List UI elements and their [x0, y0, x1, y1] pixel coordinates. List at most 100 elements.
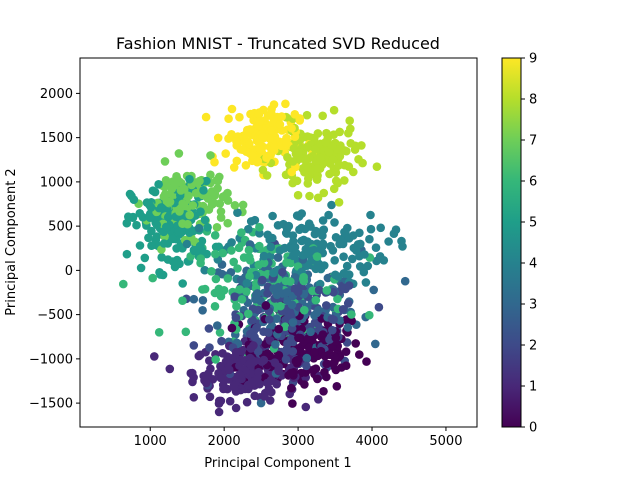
data-point-class-6	[223, 274, 233, 283]
data-point-class-6	[237, 228, 246, 237]
data-point-class-9	[295, 116, 305, 125]
y-tick-label: 2000	[40, 87, 73, 102]
data-point-class-6	[218, 248, 228, 258]
data-point-class-2	[253, 346, 263, 356]
data-point-class-6	[148, 273, 157, 283]
data-point-class-5	[195, 241, 205, 251]
data-point-class-8	[258, 165, 268, 175]
data-point-class-5	[145, 200, 154, 210]
data-point-class-2	[329, 287, 338, 297]
data-point-class-9	[275, 120, 285, 129]
data-point-class-7	[162, 178, 172, 187]
data-point-class-5	[132, 220, 141, 230]
data-point-class-9	[229, 163, 239, 172]
data-point-class-7	[191, 188, 201, 198]
data-point-class-6	[235, 285, 244, 294]
data-point-class-9	[210, 157, 219, 167]
data-point-class-4	[339, 252, 348, 261]
data-point-class-5	[135, 241, 145, 250]
data-point-class-9	[241, 161, 251, 170]
x-tick-label: 1000	[134, 434, 167, 449]
data-point-class-9	[238, 145, 247, 154]
data-point-class-5	[199, 186, 208, 195]
data-point-class-2	[217, 336, 226, 346]
data-point-class-0	[351, 339, 361, 348]
data-point-class-5	[136, 263, 146, 273]
data-point-class-8	[321, 137, 330, 147]
data-point-class-5	[140, 253, 150, 263]
data-point-class-7	[207, 200, 217, 209]
data-point-class-2	[230, 292, 239, 302]
data-point-class-4	[244, 224, 253, 234]
colorbar-tick-label: 8	[529, 93, 537, 108]
data-point-class-0	[322, 359, 331, 369]
data-point-class-2	[250, 332, 259, 342]
data-point-class-1	[248, 356, 257, 365]
data-point-class-4	[281, 228, 291, 238]
colorbar	[502, 58, 521, 427]
data-point-class-4	[330, 255, 340, 265]
data-point-class-4	[330, 218, 339, 227]
data-point-class-3	[198, 296, 208, 305]
data-point-class-4	[194, 223, 204, 233]
data-point-class-4	[242, 278, 252, 288]
data-point-class-0	[265, 351, 275, 361]
data-point-class-4	[268, 233, 277, 243]
x-tick-label: 5000	[429, 434, 462, 449]
data-point-class-9	[224, 134, 233, 143]
data-point-class-4	[366, 224, 376, 234]
y-tick-label: −500	[37, 308, 73, 323]
data-point-class-1	[188, 368, 197, 378]
data-point-class-9	[265, 134, 275, 143]
data-point-class-4	[398, 242, 407, 251]
data-point-class-6	[207, 267, 216, 276]
data-point-class-6	[333, 294, 342, 304]
data-point-class-4	[246, 217, 256, 226]
y-tick-label: −1500	[29, 397, 73, 412]
data-point-class-9	[213, 133, 223, 143]
data-point-class-1	[216, 373, 225, 383]
data-point-class-4	[339, 269, 349, 278]
data-point-class-2	[281, 355, 291, 364]
data-point-class-3	[306, 327, 315, 337]
data-point-class-4	[318, 216, 328, 225]
data-point-class-8	[318, 111, 328, 121]
data-point-class-8	[354, 155, 363, 164]
data-point-class-5	[154, 180, 163, 189]
data-point-class-7	[223, 218, 232, 228]
data-point-class-2	[344, 281, 354, 290]
data-point-class-6	[214, 284, 224, 294]
data-point-class-1	[243, 380, 253, 390]
x-tick-label: 2000	[208, 434, 241, 449]
colorbar-frame	[501, 57, 522, 428]
data-point-class-3	[371, 339, 380, 349]
data-point-class-1	[189, 393, 199, 402]
data-point-class-6	[259, 258, 269, 268]
data-point-class-5	[122, 249, 132, 259]
data-point-class-9	[281, 99, 290, 109]
data-point-class-0	[332, 382, 342, 391]
data-point-class-8	[316, 153, 325, 163]
data-point-class-5	[138, 213, 148, 222]
data-point-class-8	[313, 164, 322, 173]
data-point-class-5	[162, 222, 171, 232]
data-point-class-6	[311, 295, 321, 305]
data-point-class-4	[360, 250, 369, 259]
data-point-class-2	[328, 325, 337, 335]
data-point-class-1	[250, 391, 259, 401]
data-point-class-4	[384, 237, 393, 246]
data-point-class-7	[206, 170, 215, 180]
data-point-class-6	[276, 301, 285, 311]
y-tick-label: −1000	[29, 352, 73, 367]
data-point-class-0	[303, 334, 313, 343]
data-point-class-3	[256, 398, 266, 408]
data-point-class-1	[215, 396, 224, 406]
data-point-class-1	[205, 392, 215, 402]
y-axis-label: Principal Component 2	[4, 168, 19, 315]
data-point-class-1	[314, 395, 323, 404]
data-point-class-2	[263, 289, 272, 298]
data-point-class-8	[294, 148, 303, 157]
y-tick-label: 500	[48, 220, 73, 235]
data-point-class-9	[224, 114, 233, 123]
data-point-class-4	[311, 226, 321, 236]
